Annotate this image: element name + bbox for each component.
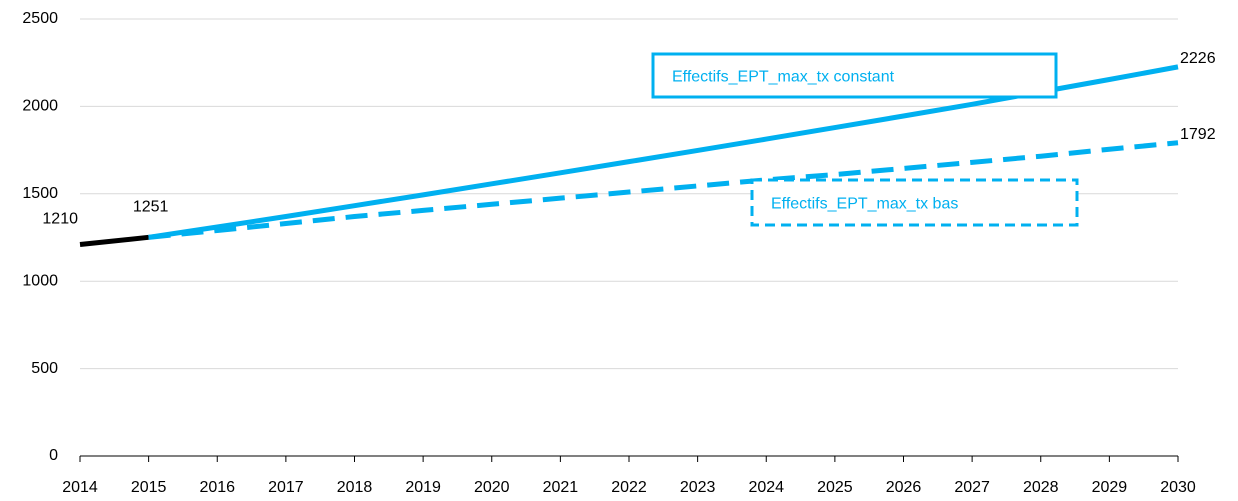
legend-label: Effectifs_EPT_max_tx bas [771, 196, 958, 213]
series-line [79, 234, 149, 247]
x-tick-label: 2023 [680, 479, 716, 496]
x-tick-label: 2030 [1160, 479, 1196, 496]
legend-label: Effectifs_EPT_max_tx constant [672, 69, 895, 86]
x-tick-label: 2020 [474, 479, 510, 496]
x-tick-label: 2019 [405, 479, 441, 496]
y-tick-label: 0 [49, 447, 58, 464]
x-tick-label: 2029 [1092, 479, 1128, 496]
x-tick-label: 2015 [131, 479, 167, 496]
y-tick-label: 500 [31, 360, 58, 377]
x-tick-label: 2022 [611, 479, 647, 496]
data-label: 2226 [1180, 50, 1216, 67]
legend-box [750, 178, 1079, 227]
y-tick-label: 1000 [22, 272, 58, 289]
x-tick-label: 2027 [954, 479, 990, 496]
legend-box [651, 52, 1058, 99]
x-tick-label: 2024 [748, 479, 784, 496]
x-tick-label: 2014 [62, 479, 98, 496]
x-tick-label: 2028 [1023, 479, 1059, 496]
x-tick-label: 2026 [886, 479, 922, 496]
x-tick-label: 2025 [817, 479, 853, 496]
y-tick-label: 1500 [22, 185, 58, 202]
data-label: 1792 [1180, 126, 1216, 143]
x-tick-label: 2018 [337, 479, 373, 496]
y-tick-label: 2000 [22, 98, 58, 115]
data-label: 1210 [42, 211, 78, 228]
y-tick-label: 2500 [22, 10, 58, 27]
x-tick-label: 2017 [268, 479, 304, 496]
x-tick-label: 2016 [199, 479, 235, 496]
data-label: 1251 [133, 199, 169, 216]
x-tick-label: 2021 [543, 479, 579, 496]
series-line [148, 140, 1179, 240]
